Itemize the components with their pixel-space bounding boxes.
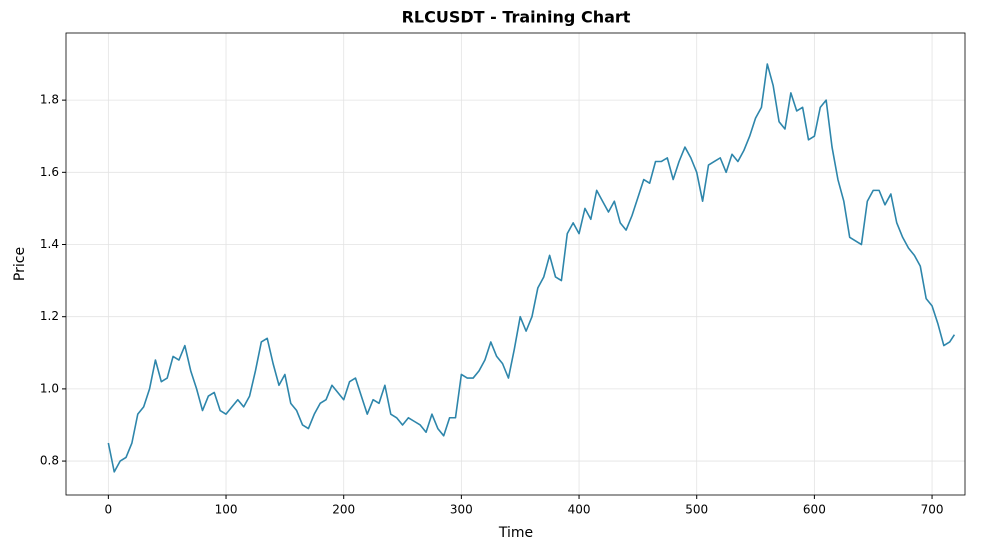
x-tick-label: 700 xyxy=(921,503,944,517)
x-tick-label: 100 xyxy=(215,503,238,517)
y-tick-label: 1.4 xyxy=(40,237,59,251)
y-tick-label: 1.2 xyxy=(40,309,59,323)
x-axis-label: Time xyxy=(498,525,533,541)
y-tick-label: 1.8 xyxy=(40,93,59,107)
y-axis-label: Price xyxy=(12,247,28,281)
x-tick-label: 600 xyxy=(803,503,826,517)
y-tick-label: 0.8 xyxy=(40,454,59,468)
x-tick-label: 500 xyxy=(685,503,708,517)
y-tick-label: 1.0 xyxy=(40,381,59,395)
x-tick-label: 300 xyxy=(450,503,473,517)
y-tick-label: 1.6 xyxy=(40,165,59,179)
x-tick-label: 400 xyxy=(568,503,591,517)
x-tick-label: 0 xyxy=(105,503,113,517)
price-line xyxy=(107,63,956,473)
plot-frame xyxy=(65,32,966,496)
chart-title: RLCUSDT - Training Chart xyxy=(402,8,631,27)
x-tick-label: 200 xyxy=(332,503,355,517)
